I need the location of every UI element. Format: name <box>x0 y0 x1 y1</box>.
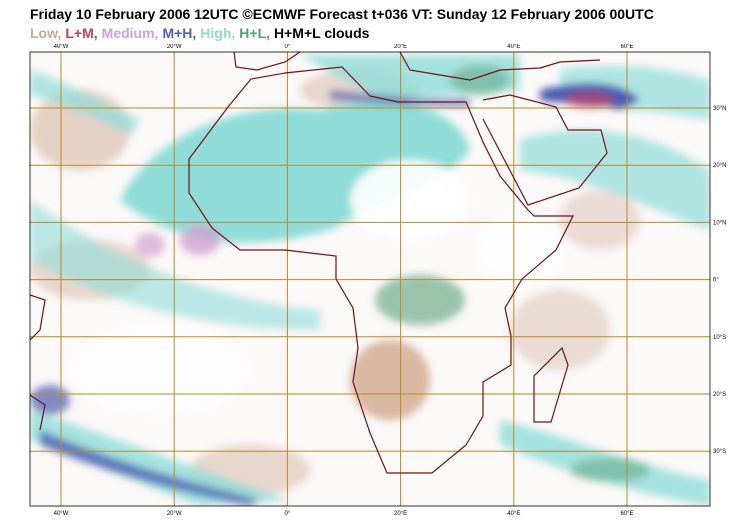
coastlines <box>30 52 608 474</box>
cloud-field <box>30 55 710 506</box>
latitude-label: 20°N <box>713 163 726 169</box>
longitude-label: 40°E <box>507 44 520 50</box>
latitude-label: 30°N <box>713 106 726 112</box>
graticule <box>30 52 710 506</box>
legend-item: H+M+L clouds <box>274 25 370 41</box>
title: Friday 10 February 2006 12UTC ©ECMWF For… <box>30 6 654 22</box>
latitude-label: 10°N <box>713 220 726 226</box>
legend: Low, L+M, Medium, M+H, High, H+L, H+M+L clouds <box>30 25 370 41</box>
longitude-label: 40°W <box>54 511 69 517</box>
longitude-label: 20°W <box>167 511 182 517</box>
legend-item: H+L, <box>239 25 270 41</box>
legend-item: Medium, <box>102 25 159 41</box>
longitude-label: 20°E <box>394 44 407 50</box>
legend-item: M+H, <box>162 25 196 41</box>
longitude-label: 0° <box>285 44 291 50</box>
longitude-label: 60°E <box>620 511 633 517</box>
longitude-label: 60°E <box>620 44 633 50</box>
longitude-label: 0° <box>285 511 291 517</box>
map <box>30 52 710 506</box>
map-frame <box>29 51 711 507</box>
legend-item: High, <box>200 25 235 41</box>
latitude-label: 20°S <box>713 392 726 398</box>
legend-item: Low, <box>30 25 61 41</box>
longitude-label: 20°E <box>394 511 407 517</box>
longitude-label: 40°E <box>507 511 520 517</box>
latitude-label: 30°S <box>713 449 726 455</box>
longitude-label: 40°W <box>54 44 69 50</box>
latitude-label: 10°S <box>713 335 726 341</box>
latitude-label: 0° <box>713 278 719 284</box>
longitude-label: 20°W <box>167 44 182 50</box>
legend-item: L+M, <box>65 25 97 41</box>
